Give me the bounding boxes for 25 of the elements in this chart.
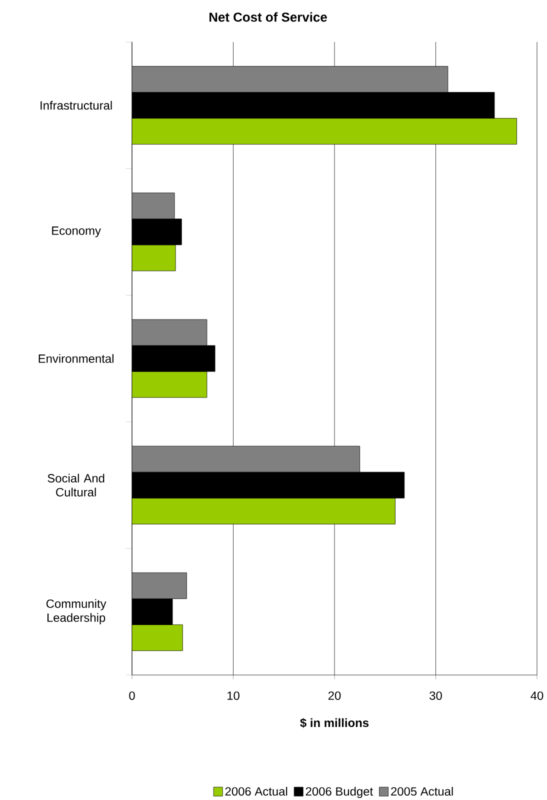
- bar: [132, 572, 187, 599]
- bar: [132, 371, 208, 398]
- bar: [132, 319, 208, 346]
- bar: [132, 624, 183, 651]
- chart-title: Net Cost of Service: [209, 12, 327, 22]
- bar: [132, 446, 360, 472]
- legend-label: 2005 Actual: [391, 786, 453, 796]
- y-tick-label: Economy: [52, 226, 101, 238]
- x-tick-label: 30: [430, 691, 442, 700]
- x-tick-label: 0: [129, 691, 135, 700]
- bar: [132, 66, 448, 92]
- bar: [132, 498, 396, 524]
- x-tick-label: 20: [328, 691, 341, 700]
- legend-label: 2006 Budget: [306, 786, 373, 798]
- x-tick-label: 10: [228, 691, 240, 700]
- x-axis-title: $ in millions: [300, 718, 369, 728]
- y-tick-label: Infrastructural: [40, 100, 112, 110]
- bar: [132, 118, 517, 144]
- bar: [132, 244, 176, 272]
- x-tick-label: 40: [530, 691, 544, 700]
- y-tick-label: Environmental: [38, 354, 114, 363]
- legend-label: 2006 Actual: [225, 786, 288, 796]
- bar: [132, 192, 175, 220]
- y-tick-label: Social And Cultural: [48, 474, 104, 496]
- y-tick-label: Community Leadership: [46, 599, 106, 624]
